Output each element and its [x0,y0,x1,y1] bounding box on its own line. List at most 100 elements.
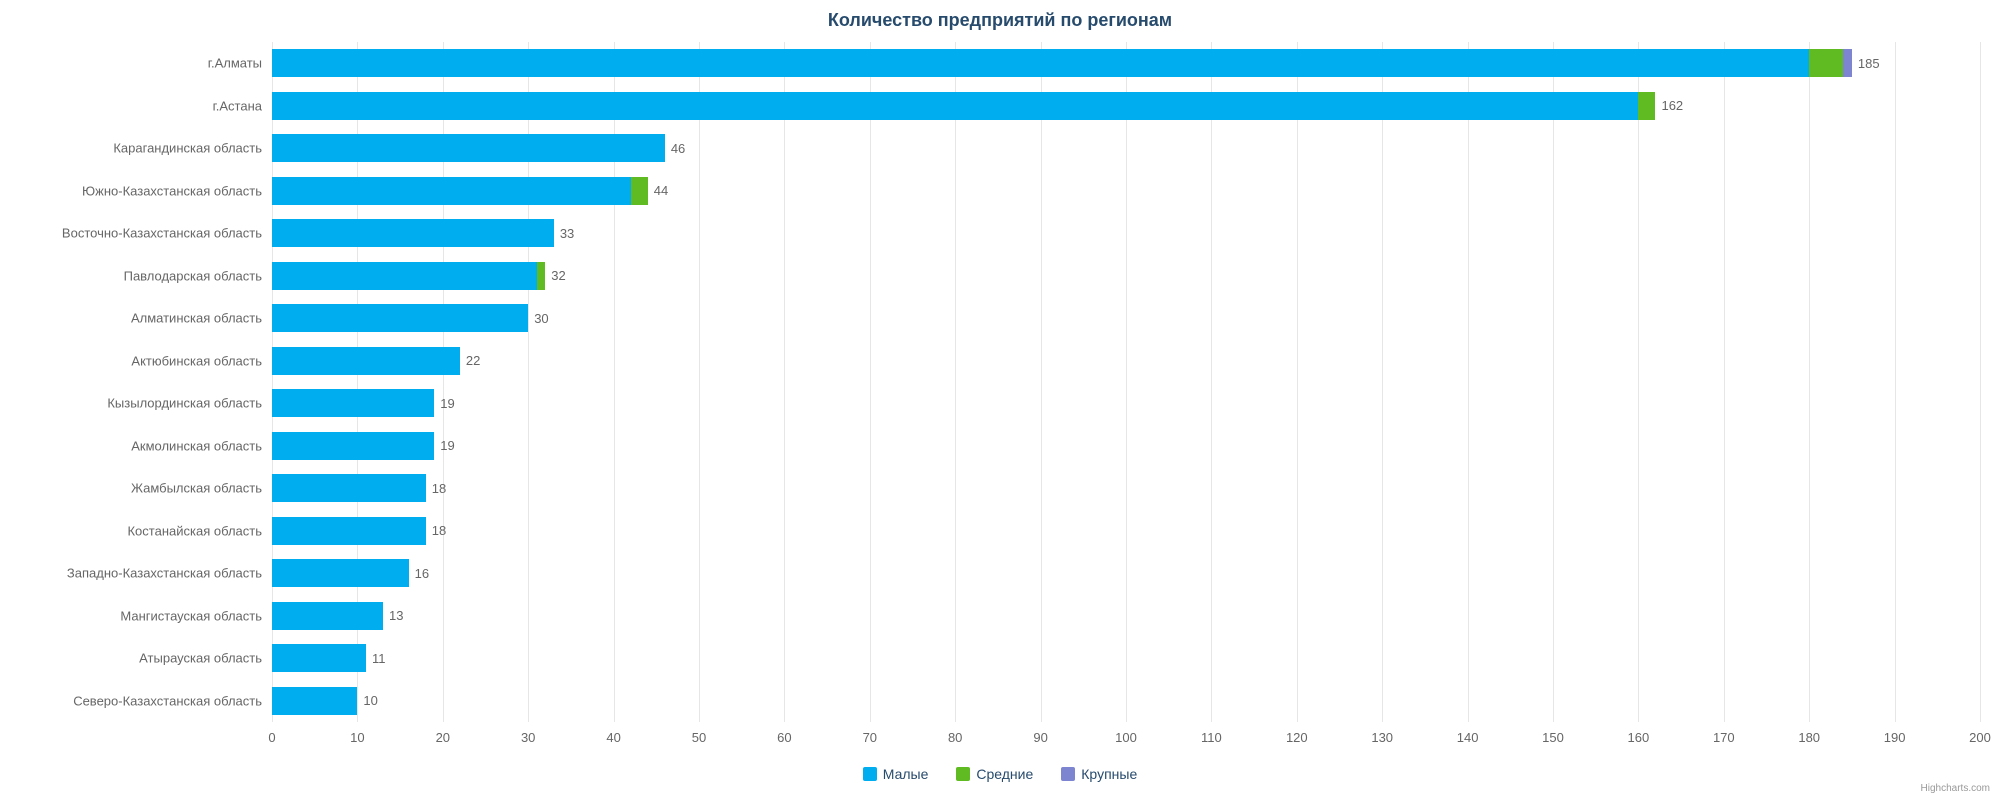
gridline [699,42,700,722]
x-tick-label: 190 [1884,730,1906,745]
gridline [870,42,871,722]
x-tick-label: 180 [1798,730,1820,745]
bar-segment[interactable] [272,177,631,205]
x-tick-label: 80 [948,730,962,745]
bar-segment[interactable] [272,49,1809,77]
gridline [784,42,785,722]
legend-swatch [1061,767,1075,781]
bar-segment[interactable] [272,517,426,545]
bar-segment[interactable] [272,474,426,502]
gridline [1041,42,1042,722]
bar-segment[interactable] [272,602,383,630]
bar-segment[interactable] [631,177,648,205]
bar-row: 18 [272,474,446,502]
bar-segment[interactable] [272,304,528,332]
gridline [1126,42,1127,722]
legend-item[interactable]: Малые [863,766,929,782]
gridline [1809,42,1810,722]
category-label: Южно-Казахстанская область [82,183,262,198]
category-label: Мангистауская область [120,608,262,623]
stack-total-label: 46 [671,141,685,156]
legend-item[interactable]: Крупные [1061,766,1137,782]
stack-total-label: 162 [1661,98,1683,113]
x-tick-label: 60 [777,730,791,745]
stack-total-label: 11 [372,651,386,666]
bar-segment[interactable] [272,687,357,715]
category-label: Кызылординская область [107,396,262,411]
bar-row: 16 [272,559,429,587]
legend-label: Малые [883,766,929,782]
bar-row: 33 [272,219,574,247]
stack-total-label: 30 [534,311,548,326]
stack-total-label: 19 [440,396,454,411]
stack-total-label: 16 [415,566,429,581]
bar-segment[interactable] [272,134,665,162]
bar-segment[interactable] [272,432,434,460]
bar-segment[interactable] [272,559,409,587]
x-tick-label: 30 [521,730,535,745]
chart-title: Количество предприятий по регионам [0,10,2000,31]
stack-total-label: 19 [440,438,454,453]
legend-swatch [956,767,970,781]
bar-segment[interactable] [272,262,537,290]
category-label: Костанайская область [127,523,262,538]
gridline [1895,42,1896,722]
bar-row: 18 [272,517,446,545]
bar-segment[interactable] [272,644,366,672]
x-tick-label: 110 [1201,730,1222,745]
x-tick-label: 160 [1628,730,1650,745]
category-label: Жамбылская область [131,481,262,496]
x-tick-label: 10 [350,730,364,745]
gridline [1638,42,1639,722]
x-tick-label: 50 [692,730,706,745]
stack-total-label: 10 [363,693,377,708]
category-label: Алматинская область [131,311,262,326]
legend-label: Средние [976,766,1033,782]
x-tick-label: 90 [1033,730,1047,745]
plot-area: 0102030405060708090100110120130140150160… [272,42,1980,722]
category-label: Акмолинская область [131,438,262,453]
legend-label: Крупные [1081,766,1137,782]
x-tick-label: 70 [863,730,877,745]
gridline [955,42,956,722]
bar-segment[interactable] [1809,49,1843,77]
bar-row: 30 [272,304,549,332]
bar-segment[interactable] [272,347,460,375]
bar-segment[interactable] [1843,49,1852,77]
stack-total-label: 18 [432,523,446,538]
bar-row: 13 [272,602,403,630]
legend-item[interactable]: Средние [956,766,1033,782]
category-label: г.Алматы [208,56,262,71]
category-label: Атырауская область [139,651,262,666]
gridline [1468,42,1469,722]
x-tick-label: 130 [1371,730,1393,745]
x-tick-label: 120 [1286,730,1308,745]
category-label: Павлодарская область [124,268,262,283]
gridline [1297,42,1298,722]
bar-row: 11 [272,644,385,672]
bar-row: 19 [272,389,455,417]
bar-segment[interactable] [537,262,546,290]
category-label: Актюбинская область [131,353,262,368]
gridline [1553,42,1554,722]
stack-total-label: 18 [432,481,446,496]
category-label: Западно-Казахстанская область [67,566,262,581]
stack-total-label: 13 [389,608,403,623]
bar-row: 162 [272,92,1683,120]
bar-row: 10 [272,687,378,715]
stack-total-label: 32 [551,268,565,283]
x-tick-label: 150 [1542,730,1564,745]
bar-segment[interactable] [272,92,1638,120]
stack-total-label: 22 [466,353,480,368]
bar-row: 22 [272,347,480,375]
bar-segment[interactable] [1638,92,1655,120]
legend-swatch [863,767,877,781]
gridline [1382,42,1383,722]
bar-row: 185 [272,49,1880,77]
category-label: г.Астана [213,98,262,113]
credits-link[interactable]: Highcharts.com [1921,783,1990,794]
category-label: Северо-Казахстанская область [73,693,262,708]
category-label: Восточно-Казахстанская область [62,226,262,241]
bar-segment[interactable] [272,219,554,247]
bar-segment[interactable] [272,389,434,417]
